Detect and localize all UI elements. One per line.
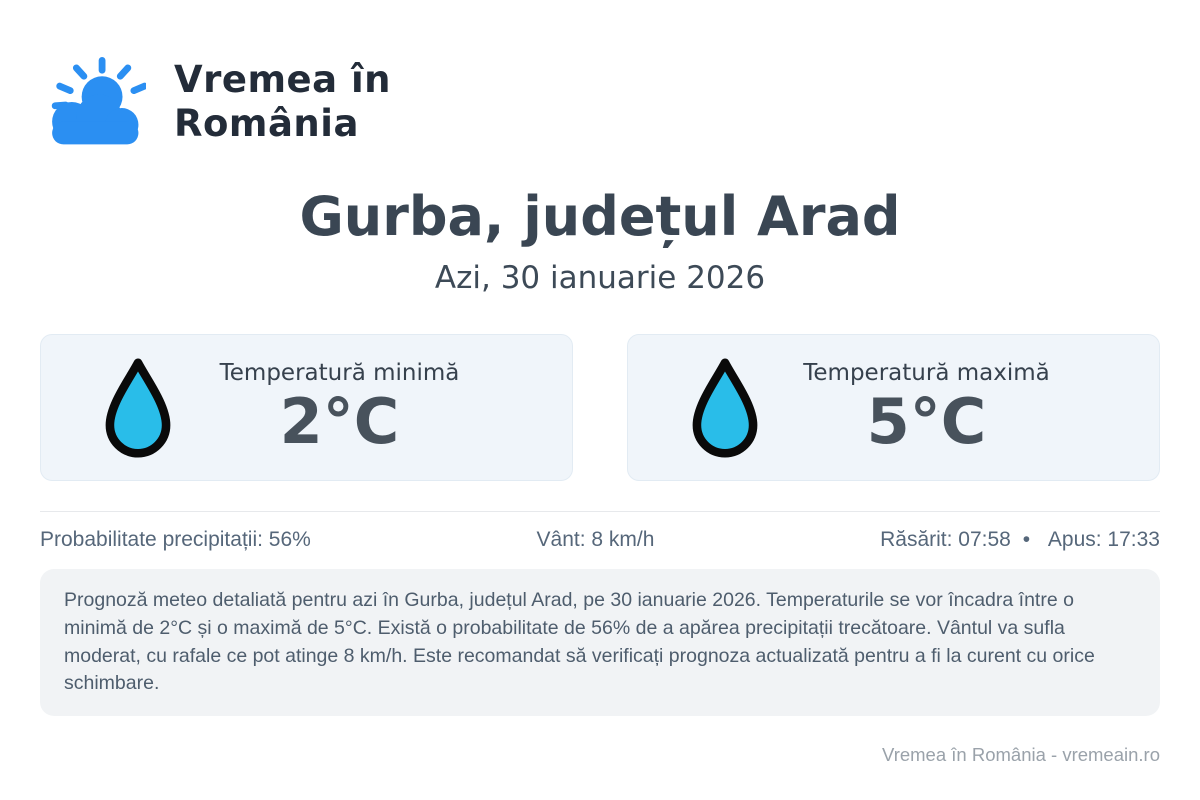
cloud-shape: [52, 75, 139, 144]
min-temperature-text: Temperatură minimă 2°C: [177, 360, 502, 456]
precipitation-stat: Probabilitate precipitații: 56%: [40, 528, 311, 552]
footer-credit: Vremea în România - vremeain.ro: [882, 744, 1160, 766]
max-temperature-text: Temperatură maximă 5°C: [764, 360, 1089, 456]
page-title: Gurba, județul Arad: [299, 185, 901, 248]
max-temperature-label: Temperatură maximă: [803, 359, 1050, 386]
dot-separator: •: [1022, 528, 1031, 552]
temperature-cards: Temperatură minimă 2°C Temperatură maxim…: [40, 334, 1160, 482]
cloud-sun-logo-icon: [51, 56, 146, 144]
date-subtitle: Azi, 30 ianuarie 2026: [434, 260, 766, 297]
min-temperature-label: Temperatură minimă: [219, 359, 460, 386]
logo-line-1: Vremea în: [174, 57, 391, 101]
sunrise-stat: Răsărit: 07:58: [880, 528, 1011, 552]
logo-line-2: România: [174, 101, 359, 145]
sun-times: Răsărit: 07:58 • Apus: 17:33: [880, 528, 1160, 552]
min-temperature-value: 2°C: [279, 384, 400, 458]
min-temperature-card: Temperatură minimă 2°C: [40, 334, 573, 482]
stats-row: Probabilitate precipitații: 56% Vânt: 8 …: [40, 528, 1160, 552]
logo-text: Vremea în România: [174, 58, 391, 145]
max-temperature-card: Temperatură maximă 5°C: [627, 334, 1160, 482]
wind-stat: Vânt: 8 km/h: [536, 528, 655, 552]
water-drop-icon: [692, 358, 758, 458]
water-drop-icon: [105, 358, 171, 458]
forecast-description: Prognoză meteo detaliată pentru azi în G…: [40, 569, 1160, 717]
divider: [40, 511, 1160, 513]
sunset-stat: Apus: 17:33: [1047, 528, 1160, 552]
logo: Vremea în România: [40, 44, 1160, 159]
max-temperature-value: 5°C: [866, 384, 987, 458]
